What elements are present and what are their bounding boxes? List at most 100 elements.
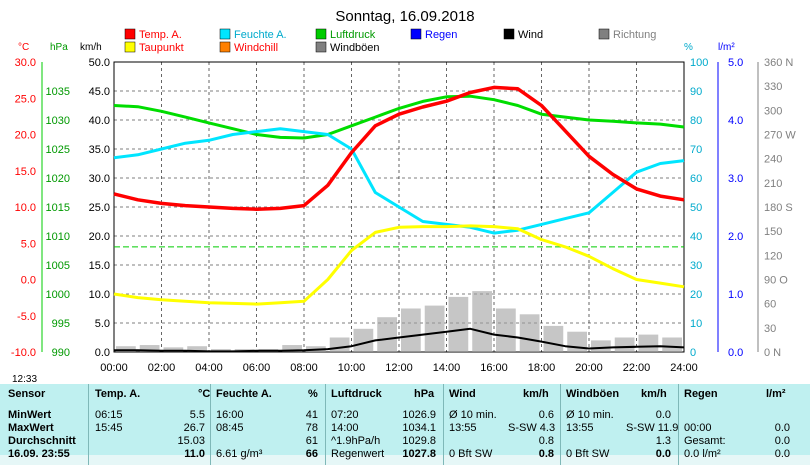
hdr-humid: Feuchte A. [216, 388, 272, 400]
direction-tick-label: 60 [764, 299, 776, 311]
legend-swatch [124, 41, 136, 53]
col-sep [210, 384, 211, 465]
x-tick-label: 14:00 [433, 362, 461, 374]
hdr-gust-unit: km/h [641, 388, 667, 400]
stats-cell-g_time: 0 Bft SW [566, 448, 610, 460]
col-sep [88, 384, 89, 465]
hdr-wind: Wind [449, 388, 476, 400]
hdr-press-unit: hPa [414, 388, 435, 400]
gust-bar [163, 347, 184, 352]
legend-label: Luftdruck [330, 29, 376, 41]
stats-cell-t_time: 06:15 [95, 409, 123, 421]
axis-unit-labels: °C hPa km/h% l/m² [18, 42, 735, 53]
gust-bar [353, 328, 374, 352]
direction-tick-label: 240 [764, 154, 782, 166]
rain-tick-label: 1.0 [728, 289, 743, 301]
x-tick-label: 20:00 [575, 362, 603, 374]
temp-tick-label: 10.0 [15, 202, 36, 214]
x-tick-label: 12:00 [385, 362, 413, 374]
legend-label: Windböen [330, 42, 380, 54]
direction-tick-label: 330 [764, 81, 782, 93]
pressure-tick-label: 1000 [46, 289, 70, 301]
stats-cell-r_time: Gesamt: [684, 435, 726, 447]
direction-tick-label: 300 [764, 105, 782, 117]
hdr-temp-unit: °C [198, 388, 211, 400]
stats-cell-g_val: 1.3 [655, 435, 671, 447]
direction-tick-label: 150 [764, 226, 782, 238]
gust-bar [448, 296, 469, 352]
stats-cell-r_val: 0.0 [774, 448, 790, 460]
legend-swatch [598, 28, 610, 40]
x-tick-label: 16:00 [480, 362, 508, 374]
wind-tick-label: 20.0 [89, 231, 110, 243]
x-tick-label: 08:00 [290, 362, 318, 374]
stats-cell-p_val: 1034.1 [402, 422, 436, 434]
hdr-temp: Temp. A. [95, 388, 141, 400]
stats-cell-t_val: 26.7 [183, 422, 205, 434]
pressure-tick-label: 1020 [46, 173, 70, 185]
stats-cell-h_time: 08:45 [216, 422, 244, 434]
direction-tick-label: 90 O [764, 275, 788, 287]
legend-label: Temp. A. [139, 29, 182, 41]
pressure-tick-label: 990 [52, 347, 70, 359]
legend-swatch [315, 28, 327, 40]
humidity-axis-label: % [684, 42, 693, 53]
stats-cell-p_time: ^1.9hPa/h [331, 435, 381, 447]
x-tick-label: 24:00 [670, 362, 698, 374]
stats-cell-p_time: Regenwert [331, 448, 385, 460]
col-sep [560, 384, 561, 465]
stats-cell-w_time: 0 Bft SW [449, 448, 493, 460]
stats-table: Sensor Temp. A. °C Feuchte A. % Luftdruc… [0, 384, 810, 465]
series-pressure [113, 94, 685, 140]
temp-tick-label: -5.0 [17, 311, 36, 323]
humidity-tick-label: 80 [690, 115, 702, 127]
stats-cell-p_time: 07:20 [331, 409, 359, 421]
x-tick-label: 06:00 [243, 362, 271, 374]
legend-label: Regen [425, 29, 457, 41]
legend-swatch [219, 41, 231, 53]
col-sep [325, 384, 326, 465]
stats-cell-w_val: 0.6 [538, 409, 554, 421]
stats-cell-w_time: 13:55 [449, 422, 477, 434]
gust-bar [638, 334, 659, 352]
direction-tick-label: 120 [764, 250, 782, 262]
gust-bar [591, 340, 611, 352]
legend-label: Richtung [613, 29, 656, 41]
gust-bar [116, 346, 136, 352]
stats-cell-label: 16.09. 23:55 [8, 448, 70, 460]
temp-tick-label: -10.0 [11, 347, 36, 359]
series-humidity [113, 127, 685, 235]
col-sep [678, 384, 679, 465]
gust-bar [519, 314, 540, 352]
stats-cell-r_val: 0.0 [774, 435, 790, 447]
gust-bar [472, 291, 492, 352]
hdr-wind-unit: km/h [523, 388, 549, 400]
wind-tick-label: 35.0 [89, 144, 110, 156]
gust-bar [496, 308, 516, 352]
wind-tick-label: 30.0 [89, 173, 110, 185]
stats-header: Sensor Temp. A. °C Feuchte A. % Luftdruc… [0, 384, 810, 404]
stats-cell-r_time: 0.0 l/m² [684, 448, 721, 460]
stats-cell-label: MaxWert [8, 422, 54, 434]
hdr-gust: Windböen [566, 388, 620, 400]
stats-cell-h_val: 78 [305, 422, 318, 434]
stats-cell-t_val: 5.5 [189, 409, 205, 421]
rain-tick-label: 4.0 [728, 115, 743, 127]
stats-cell-g_val: 0.0 [655, 409, 671, 421]
wind-tick-label: 10.0 [89, 289, 110, 301]
series [113, 85, 685, 353]
gust-bar [282, 345, 302, 352]
series-temp [113, 85, 685, 211]
temp-tick-label: 15.0 [15, 166, 36, 178]
direction-tick-label: 270 W [764, 130, 796, 142]
current-row-bg [0, 455, 810, 465]
gust-bar [377, 317, 397, 352]
pressure-axis-label: hPa [50, 42, 68, 53]
humidity-tick-label: 40 [690, 231, 702, 243]
stats-cell-w_val: 0.8 [538, 448, 554, 460]
humidity-tick-label: 30 [690, 260, 702, 272]
legend-swatch [410, 28, 422, 40]
stats-cell-g_dir: S-SW 11.9 [626, 422, 679, 434]
legend-label: Taupunkt [139, 42, 184, 54]
stats-cell-t_val: 15.03 [177, 435, 205, 447]
